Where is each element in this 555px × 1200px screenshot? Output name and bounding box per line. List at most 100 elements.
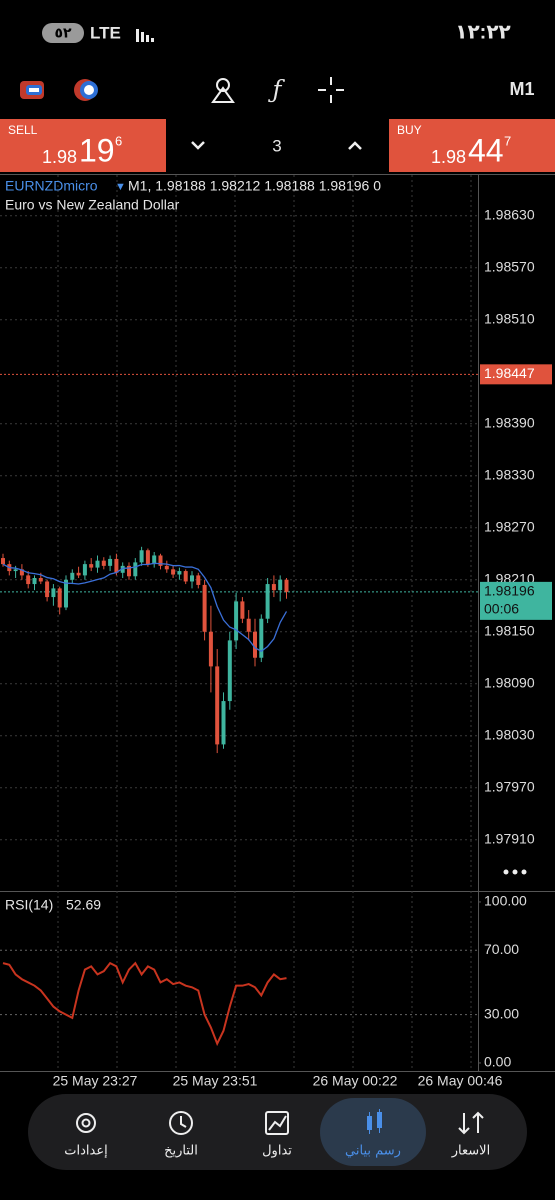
candle-body bbox=[101, 560, 106, 566]
y-tick-label: 1.98630 bbox=[484, 206, 535, 222]
candle-body bbox=[190, 575, 194, 582]
candle-body bbox=[152, 555, 157, 565]
toolbar-icon[interactable] bbox=[20, 81, 44, 99]
volume[interactable]: 3 bbox=[272, 136, 281, 155]
candle-body bbox=[177, 571, 182, 575]
y-tick-label: 1.98150 bbox=[484, 622, 535, 638]
symbol[interactable]: EURNZDmicro bbox=[5, 178, 98, 194]
ask-label: 1.98447 bbox=[484, 365, 535, 381]
rsi-line bbox=[2, 961, 287, 1047]
rsi-tick-label: 100.00 bbox=[484, 893, 527, 909]
y-tick-label: 1.98090 bbox=[484, 674, 535, 690]
sell-price-major: 1.98 bbox=[42, 147, 77, 167]
candle-body bbox=[208, 631, 213, 667]
nav-label[interactable]: تداول bbox=[262, 1144, 292, 1159]
candle-body bbox=[57, 588, 62, 608]
candle-body bbox=[76, 572, 81, 576]
toolbar-icon[interactable] bbox=[74, 79, 98, 101]
settings-icon bbox=[76, 1113, 96, 1133]
candle-body bbox=[246, 618, 251, 632]
buy-price-small: 7 bbox=[504, 133, 511, 148]
nav-label[interactable]: رسم بياني bbox=[345, 1144, 401, 1159]
nav-bar bbox=[28, 1094, 527, 1170]
bid-label: 1.98196 bbox=[484, 583, 535, 599]
plot: 1.98630 1.98570 1.98510 1.98390 1.98330 1.982… bbox=[0, 206, 552, 1089]
chart-icon bbox=[367, 1109, 382, 1134]
candle-body bbox=[133, 562, 138, 577]
sell-price-big: 19 bbox=[79, 132, 115, 168]
candle-body bbox=[13, 569, 18, 572]
volume-down[interactable] bbox=[191, 141, 205, 150]
candle-body bbox=[64, 579, 68, 608]
x-tick-label: 25 May 23:27 bbox=[53, 1073, 138, 1089]
function-icon[interactable]: ƒ bbox=[268, 76, 286, 104]
candle-body bbox=[278, 579, 283, 591]
buy-price-big: 44 bbox=[468, 132, 504, 168]
candle-body bbox=[221, 701, 226, 745]
trade-icon bbox=[265, 1111, 289, 1135]
buy-price-major: 1.98 bbox=[431, 147, 466, 167]
candle-body bbox=[19, 569, 24, 576]
ask-label-box bbox=[480, 364, 552, 385]
symbol-dropdown[interactable]: ▼ bbox=[115, 181, 126, 193]
candle-body bbox=[120, 565, 125, 573]
battery-level: ٥٢ bbox=[54, 25, 72, 41]
buy-button[interactable] bbox=[389, 119, 555, 172]
moving-average bbox=[2, 562, 288, 653]
indicator-icon[interactable] bbox=[211, 78, 235, 103]
x-tick-label: 26 May 00:46 bbox=[418, 1073, 503, 1089]
candle-body bbox=[45, 581, 50, 598]
candle-body bbox=[38, 578, 43, 582]
crosshair-icon[interactable] bbox=[318, 77, 344, 103]
candle-body bbox=[196, 575, 201, 585]
history-icon bbox=[169, 1111, 193, 1135]
candle-body bbox=[114, 558, 119, 573]
candle-body bbox=[202, 584, 207, 632]
clock: ١٢:٢٢ bbox=[455, 21, 511, 43]
candle-body bbox=[51, 588, 56, 598]
quotes-icon bbox=[458, 1111, 484, 1135]
bid-label-box bbox=[480, 581, 552, 620]
candle-body bbox=[271, 584, 276, 591]
y-tick-label: 1.98030 bbox=[484, 726, 535, 742]
sell-button[interactable] bbox=[0, 119, 166, 172]
buy-label: BUY bbox=[397, 123, 422, 137]
candle-body bbox=[284, 579, 289, 592]
candle-body bbox=[108, 558, 113, 566]
nav-selected bbox=[320, 1098, 426, 1166]
signal-icon bbox=[136, 29, 154, 42]
rsi-tick-label: 70.00 bbox=[484, 941, 519, 957]
candle-body bbox=[158, 555, 163, 566]
y-tick-label: 1.98390 bbox=[484, 414, 535, 430]
x-tick-label: 26 May 00:22 bbox=[313, 1073, 398, 1089]
y-tick-label: 1.98270 bbox=[484, 518, 535, 534]
candle-body bbox=[1, 558, 5, 565]
nav-label[interactable]: إعدادات bbox=[64, 1144, 107, 1159]
y-tick-label: 1.98570 bbox=[484, 258, 535, 274]
rsi-tick-label: 0.00 bbox=[484, 1054, 511, 1070]
nav-label[interactable]: الاسعار bbox=[451, 1144, 490, 1159]
rsi-tick-label: 30.00 bbox=[484, 1005, 519, 1021]
candle-body bbox=[139, 550, 144, 563]
candle-body bbox=[227, 640, 232, 702]
volume-up[interactable] bbox=[348, 141, 362, 150]
candle-body bbox=[259, 618, 264, 658]
candle-body bbox=[26, 575, 31, 585]
more-menu[interactable] bbox=[503, 869, 527, 875]
candle-body bbox=[215, 666, 220, 745]
nav-label[interactable]: التاريخ bbox=[164, 1144, 198, 1159]
candle-body bbox=[183, 571, 188, 582]
bar-timer: 00:06 bbox=[484, 601, 519, 617]
sell-label: SELL bbox=[8, 123, 38, 137]
battery bbox=[42, 23, 84, 43]
candle-body bbox=[234, 601, 239, 641]
y-tick-label: 1.98330 bbox=[484, 466, 535, 482]
timeframe[interactable]: M1 bbox=[509, 79, 534, 99]
x-tick-label: 25 May 23:51 bbox=[173, 1073, 258, 1089]
rsi-value: 52.69 bbox=[66, 897, 101, 913]
candle-body bbox=[240, 601, 245, 619]
candle-body bbox=[82, 564, 87, 576]
candle-body bbox=[127, 565, 131, 577]
